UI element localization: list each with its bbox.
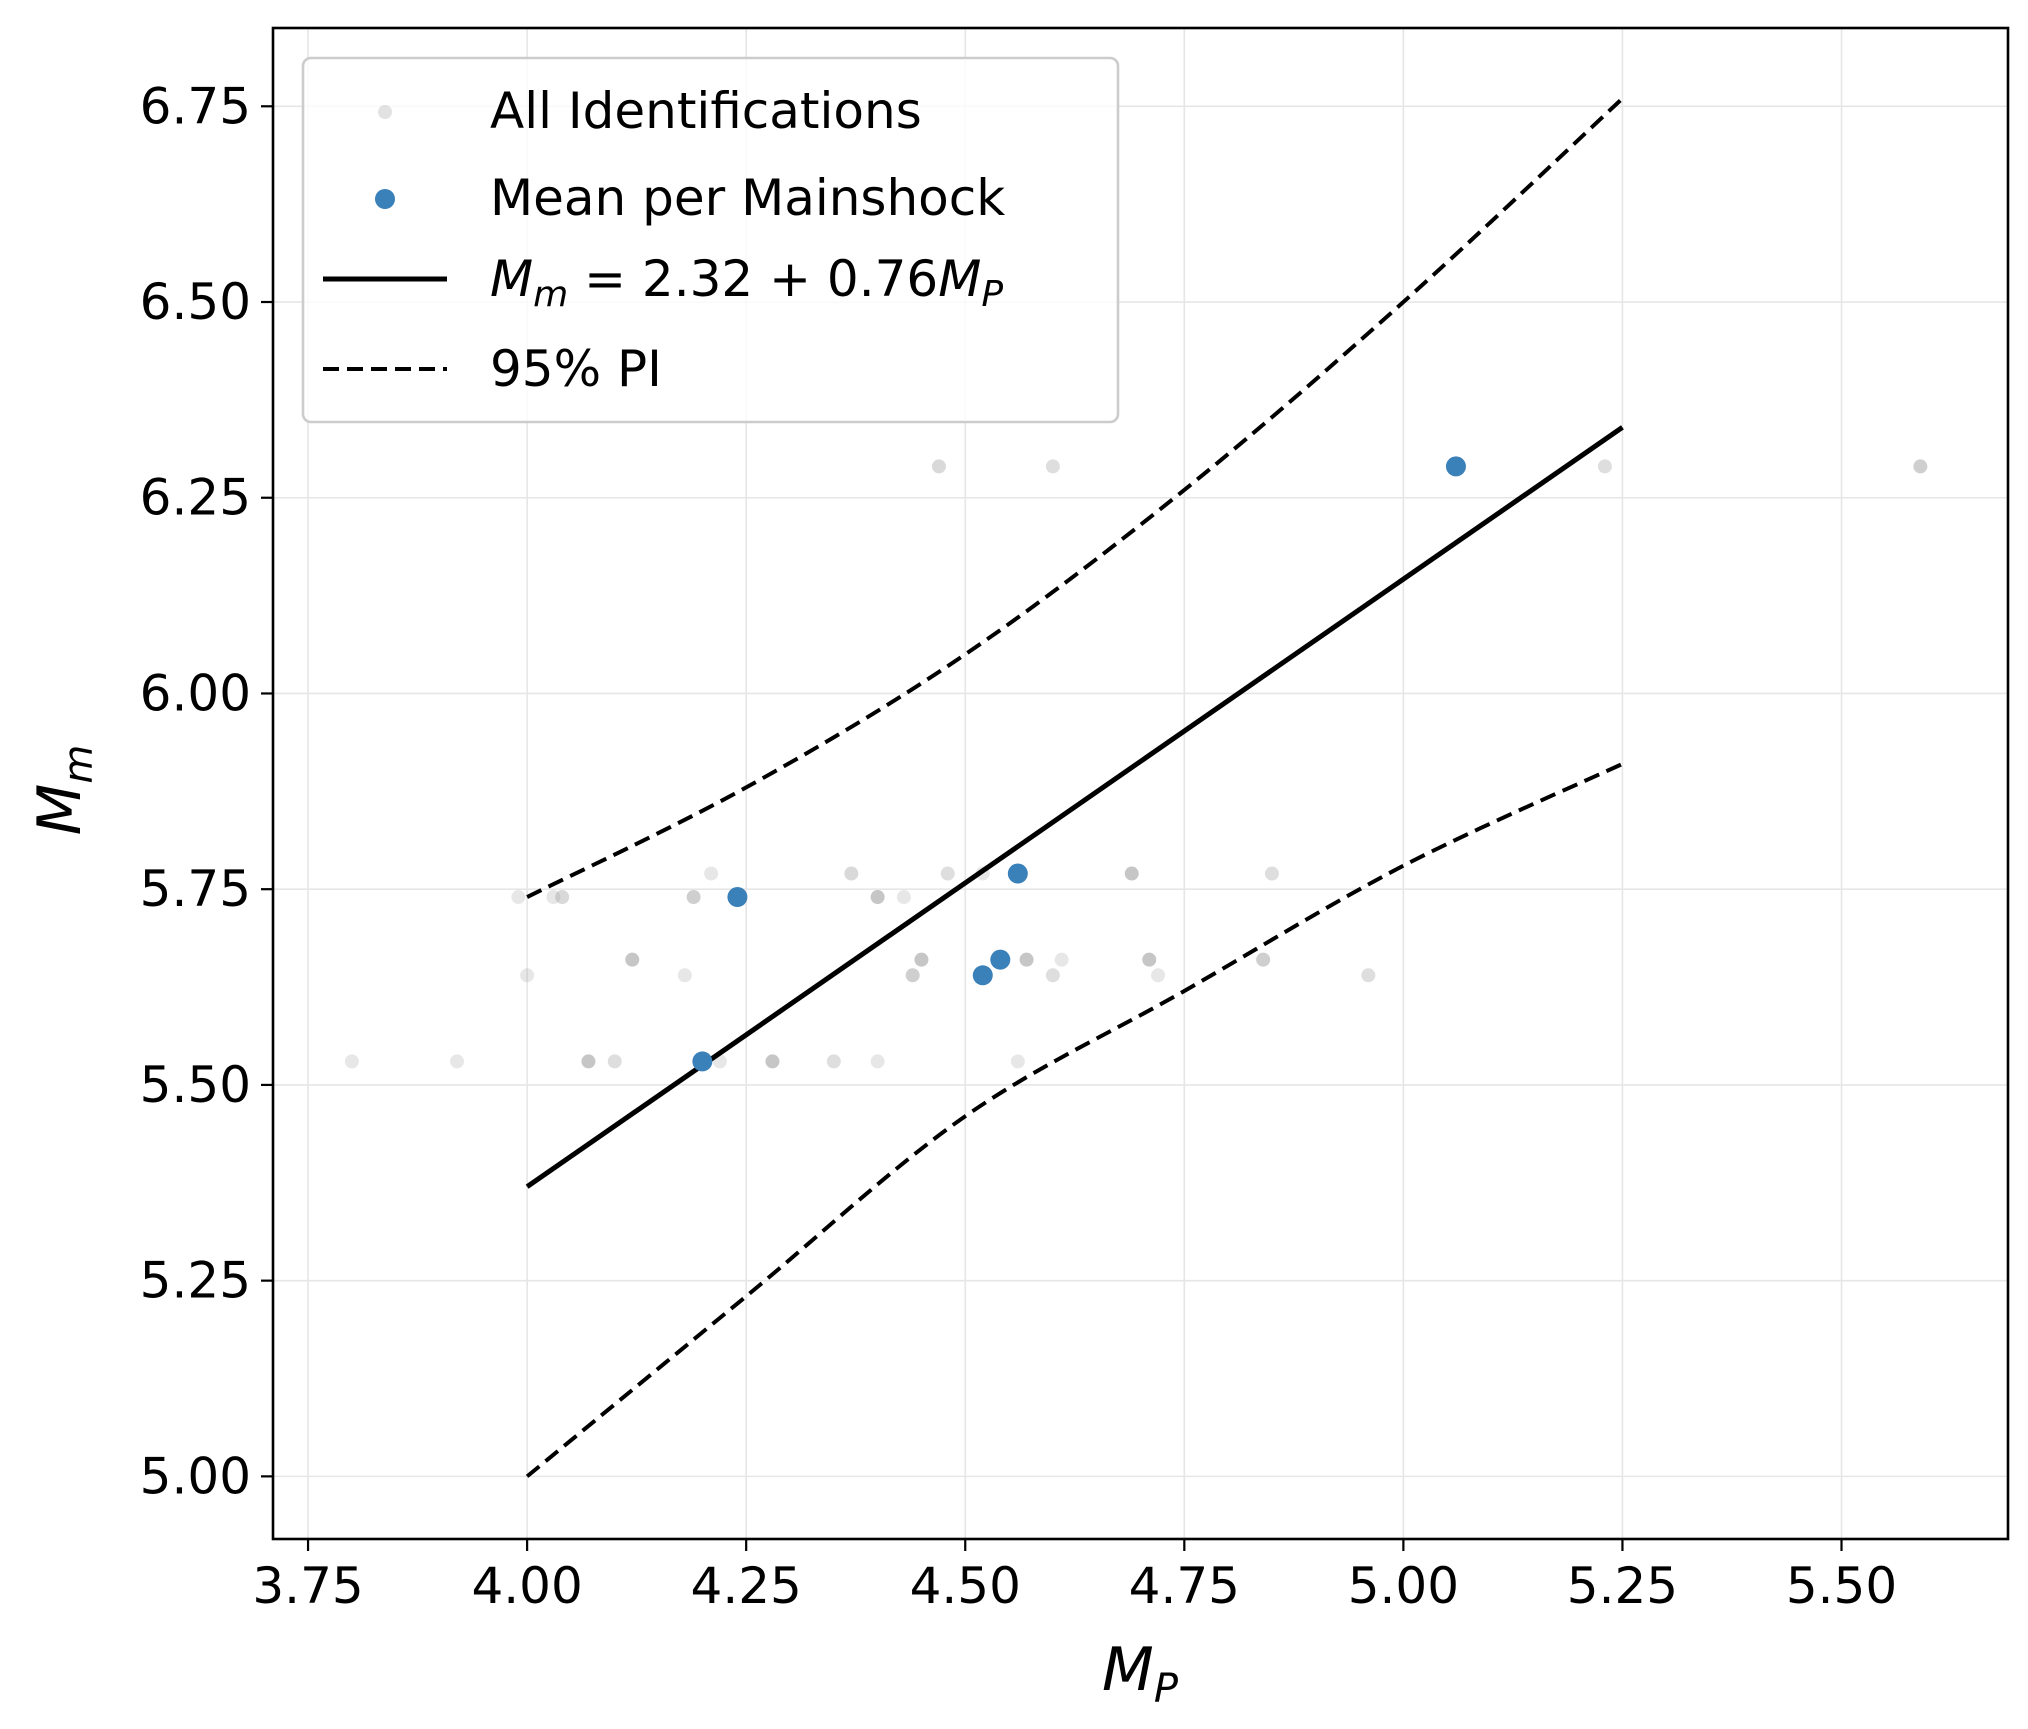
mean-per-mainshock-point	[990, 949, 1011, 970]
x-tick-label: 5.50	[1786, 1557, 1897, 1615]
mean-per-mainshock-point	[727, 887, 748, 908]
all-identifications-point	[686, 890, 701, 905]
all-identifications-point	[826, 1054, 841, 1069]
all-identifications-point	[905, 968, 920, 983]
y-tick-label: 5.25	[140, 1252, 251, 1310]
x-tick-label: 5.25	[1567, 1557, 1678, 1615]
all-identifications-point	[844, 866, 859, 881]
x-tick-label: 3.75	[252, 1557, 363, 1615]
y-axis-title: Mm	[25, 745, 102, 836]
all-identifications-point	[581, 1054, 596, 1069]
plot-area	[344, 96, 1928, 1478]
mean-per-mainshock-point	[692, 1051, 713, 1072]
x-tick-label: 4.50	[910, 1557, 1021, 1615]
all-identifications-point	[1010, 1054, 1025, 1069]
all-identifications-point	[520, 968, 535, 983]
axes-frame	[271, 26, 2010, 1541]
all-identifications-point	[914, 952, 929, 967]
x-tick-label: 5.00	[1348, 1557, 1459, 1615]
legend-label-mean-per-mainshock: Mean per Mainshock	[490, 169, 1005, 227]
all-identifications-point	[1045, 459, 1060, 474]
y-tick-label: 5.75	[140, 860, 251, 918]
legend-label-fit-line: Mm = 2.32 + 0.76MP	[490, 250, 1003, 315]
mean-per-mainshock-point	[1445, 456, 1466, 477]
mean-per-mainshock-point	[972, 965, 993, 986]
x-tick-label: 4.00	[471, 1557, 582, 1615]
all-identifications-point	[607, 1054, 622, 1069]
all-identifications-point	[1597, 459, 1612, 474]
all-identifications-point	[896, 890, 911, 905]
legend-marker-all-identifications	[378, 105, 392, 119]
mean-per-mainshock-point	[1007, 863, 1028, 884]
all-identifications-point	[450, 1054, 465, 1069]
y-tick-label: 6.50	[140, 273, 251, 331]
all-identifications-point	[555, 890, 570, 905]
all-identifications-point	[704, 866, 719, 881]
legend-label-prediction-interval: 95% PI	[490, 340, 662, 398]
x-tick-label: 4.25	[691, 1557, 802, 1615]
all-identifications-point	[765, 1054, 780, 1069]
pi-lower-line	[525, 762, 1624, 1478]
all-identifications-point	[1054, 952, 1069, 967]
all-identifications-point	[1361, 968, 1376, 983]
y-tick-label: 5.00	[140, 1447, 251, 1505]
all-identifications-point	[625, 952, 640, 967]
all-identifications-point	[1151, 968, 1166, 983]
all-identifications-point	[1045, 968, 1060, 983]
all-identifications-point	[511, 890, 526, 905]
all-identifications-point	[1256, 952, 1271, 967]
y-tick-label: 5.50	[140, 1056, 251, 1114]
all-identifications-point	[546, 890, 561, 905]
all-identifications-point	[1019, 952, 1034, 967]
y-tick-label: 6.25	[140, 469, 251, 527]
legend-label-all-identifications: All Identifications	[490, 82, 922, 140]
all-identifications-point	[940, 866, 955, 881]
all-identifications-point	[870, 1054, 885, 1069]
all-identifications-point	[1124, 866, 1139, 881]
y-axis-ticks: 5.00 5.25 5.50 5.75 6.00 6.25 6.50 6.75	[140, 77, 273, 1505]
all-identifications-point	[677, 968, 692, 983]
y-tick-label: 6.00	[140, 664, 251, 722]
y-tick-label: 6.75	[140, 77, 251, 135]
legend: All Identifications Mean per Mainshock M…	[301, 56, 1120, 424]
all-identifications-point	[1913, 459, 1928, 474]
all-identifications-point	[1264, 866, 1279, 881]
x-axis-ticks: 3.75 4.00 4.25 4.50 4.75 5.00 5.25 5.50	[252, 1539, 1897, 1615]
all-identifications-point	[1142, 952, 1157, 967]
all-identifications-point	[931, 459, 946, 474]
x-axis-title: MP	[1102, 1635, 1179, 1712]
legend-marker-mean-per-mainshock	[375, 189, 395, 209]
legend-box	[301, 56, 1120, 424]
pi-upper-line	[526, 96, 1624, 899]
all-identifications-point	[870, 890, 885, 905]
all-identifications-point	[344, 1054, 359, 1069]
x-tick-label: 4.75	[1129, 1557, 1240, 1615]
